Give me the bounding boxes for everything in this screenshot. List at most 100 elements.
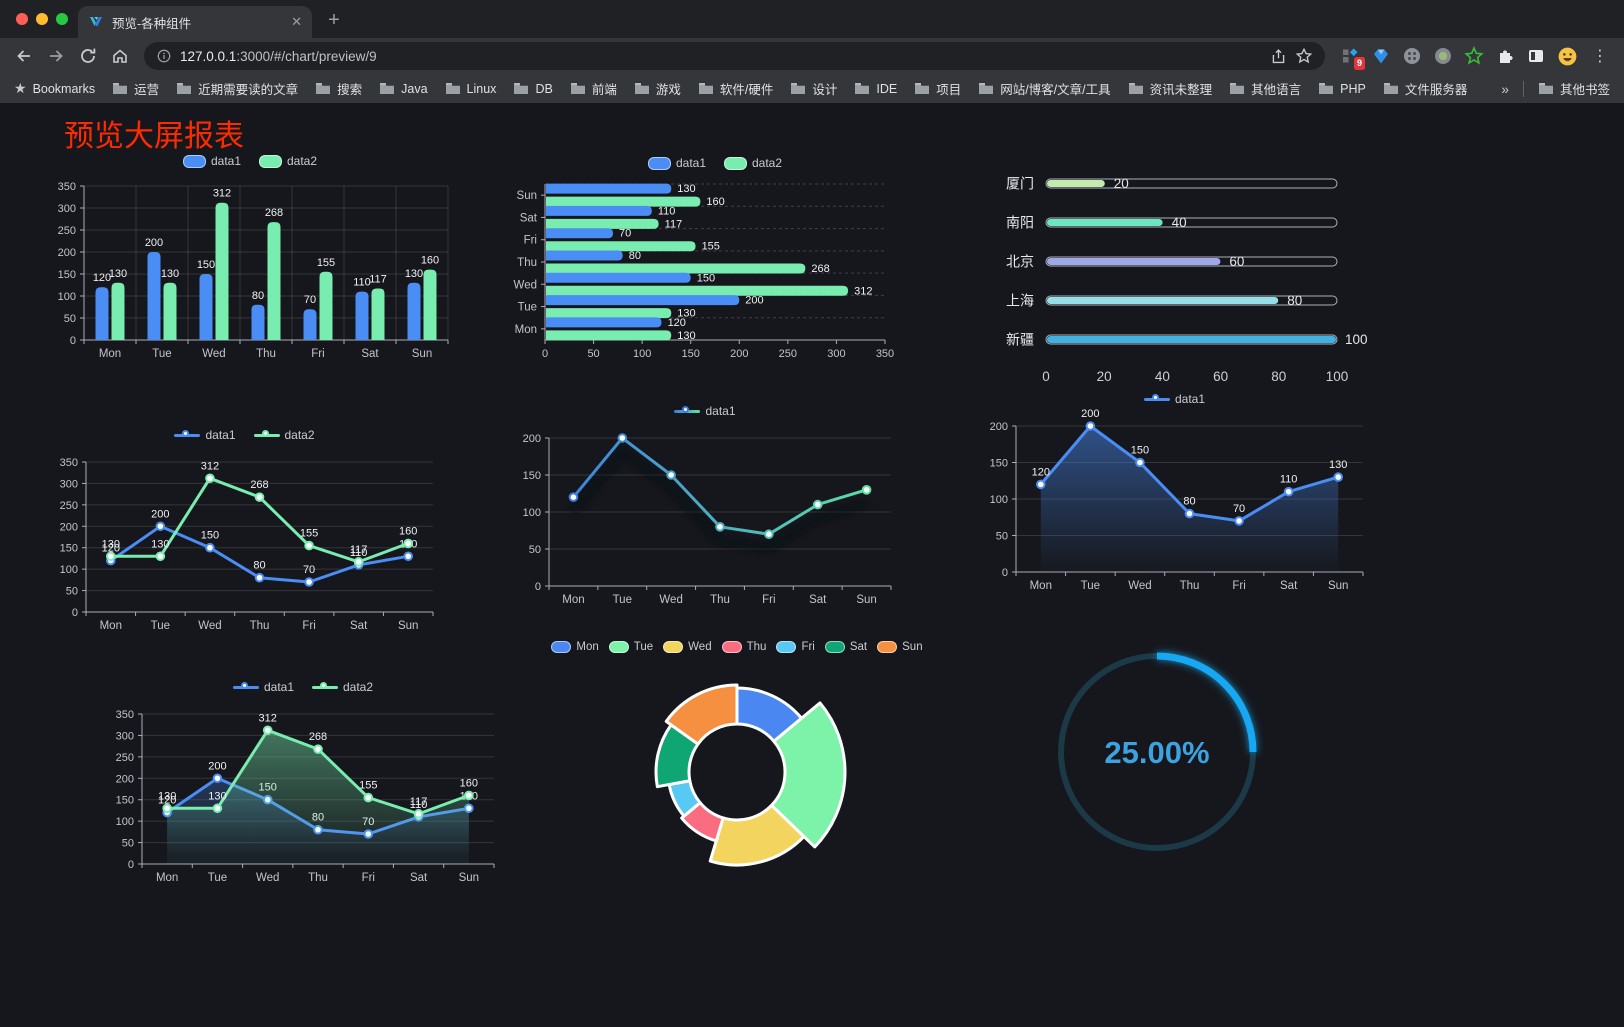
legend-item[interactable]: Fri xyxy=(776,641,815,653)
data-point xyxy=(304,577,314,587)
reload-button[interactable] xyxy=(74,42,102,70)
other-bookmarks[interactable]: 其他书签 xyxy=(1538,79,1610,98)
bookmarks-divider xyxy=(1522,80,1524,97)
back-button[interactable] xyxy=(10,42,38,70)
svg-text:Fri: Fri xyxy=(1232,580,1245,592)
bookmarks-overflow-chevron[interactable]: » xyxy=(1501,80,1509,97)
bar xyxy=(546,330,672,341)
svg-text:Sat: Sat xyxy=(361,348,379,360)
bar xyxy=(546,263,806,274)
extension-blocks-icon[interactable]: 9 xyxy=(1339,45,1365,70)
browser-menu-icon[interactable]: ⋮ xyxy=(1592,48,1608,65)
legend-item[interactable]: Mon xyxy=(551,641,599,653)
svg-text:Sat: Sat xyxy=(350,620,368,632)
data-point xyxy=(812,499,823,510)
bookmark-item[interactable]: 网站/博客/文章/工具 xyxy=(978,79,1111,98)
forward-button[interactable] xyxy=(42,42,70,70)
data-point xyxy=(1135,457,1145,468)
svg-text:150: 150 xyxy=(697,272,715,284)
browser-tab[interactable]: 预览-各种组件 ✕ xyxy=(78,6,312,38)
close-window-button[interactable] xyxy=(16,13,28,25)
legend-item[interactable]: Sun xyxy=(877,641,923,653)
site-info-icon[interactable] xyxy=(156,48,172,64)
back-icon xyxy=(17,50,30,62)
svg-text:120: 120 xyxy=(1032,466,1050,478)
legend-item[interactable]: data1 xyxy=(174,428,236,442)
emoji-extension-icon[interactable] xyxy=(1556,45,1578,67)
data-point xyxy=(1035,479,1046,490)
side-panel-icon[interactable] xyxy=(1525,45,1547,67)
legend-item[interactable]: data1 xyxy=(182,154,241,168)
bookmark-item[interactable]: 其他语言 xyxy=(1229,79,1301,98)
legend-item[interactable]: data2 xyxy=(312,680,373,694)
svg-text:20: 20 xyxy=(1097,369,1112,384)
svg-text:110: 110 xyxy=(658,205,676,217)
bookmark-item[interactable]: DB xyxy=(513,82,553,96)
bookmark-star-icon[interactable] xyxy=(1295,47,1313,65)
svg-text:300: 300 xyxy=(58,203,76,215)
bar xyxy=(546,272,691,283)
svg-text:0: 0 xyxy=(128,859,134,871)
legend-item[interactable]: Thu xyxy=(721,641,766,653)
svg-text:312: 312 xyxy=(259,712,277,724)
svg-text:200: 200 xyxy=(151,508,169,520)
bookmark-item[interactable]: 项目 xyxy=(914,79,961,98)
extension-gem-icon[interactable] xyxy=(1370,45,1392,67)
bookmark-item[interactable]: Java xyxy=(379,82,428,96)
svg-text:Mon: Mon xyxy=(100,620,122,632)
maximize-window-button[interactable] xyxy=(56,13,68,25)
bar xyxy=(147,252,161,340)
svg-text:50: 50 xyxy=(529,544,541,556)
minimize-window-button[interactable] xyxy=(36,13,48,25)
legend-item[interactable]: data2 xyxy=(253,428,315,442)
bookmarks-root[interactable]: ★ Bookmarks xyxy=(14,80,96,96)
bookmark-item[interactable]: 文件服务器 xyxy=(1383,79,1467,98)
bookmark-item[interactable]: 搜索 xyxy=(315,79,362,98)
svg-text:50: 50 xyxy=(66,586,78,598)
extension-record-icon[interactable] xyxy=(1432,45,1454,67)
data-point xyxy=(212,773,223,784)
svg-text:250: 250 xyxy=(116,752,134,764)
new-tab-button[interactable]: + xyxy=(328,8,340,31)
bookmark-item[interactable]: 运营 xyxy=(112,79,159,98)
legend-item[interactable]: data2 xyxy=(259,154,317,168)
svg-text:268: 268 xyxy=(265,207,283,219)
svg-text:40: 40 xyxy=(1172,215,1187,230)
legend-item[interactable]: data1 xyxy=(232,680,294,694)
bookmark-item[interactable]: 资讯未整理 xyxy=(1128,79,1212,98)
bookmark-item[interactable]: 前端 xyxy=(570,79,617,98)
svg-text:Sat: Sat xyxy=(410,872,428,884)
bookmark-item[interactable]: IDE xyxy=(854,82,897,96)
svg-text:350: 350 xyxy=(116,709,134,721)
legend-item[interactable]: data1 xyxy=(647,156,706,170)
legend-item[interactable]: data1 xyxy=(1143,392,1205,406)
share-icon[interactable] xyxy=(1270,48,1287,65)
data-point xyxy=(715,522,725,532)
extension-green-star-icon[interactable] xyxy=(1463,45,1485,67)
chart-canvas xyxy=(654,683,847,867)
bookmark-item[interactable]: 近期需要读的文章 xyxy=(176,79,298,98)
legend-item[interactable]: data1 xyxy=(674,404,736,418)
bookmark-item[interactable]: 设计 xyxy=(790,79,837,98)
legend-item[interactable]: Sat xyxy=(824,641,867,653)
forward-icon xyxy=(50,50,63,62)
address-bar[interactable]: 127.0.0.1:3000/#/chart/preview/9 xyxy=(144,42,1325,70)
home-button[interactable] xyxy=(106,42,134,70)
legend-item[interactable]: data2 xyxy=(724,156,782,170)
extension-knobs-icon[interactable] xyxy=(1401,45,1423,67)
bookmark-item[interactable]: 游戏 xyxy=(634,79,681,98)
folder-icon xyxy=(855,83,870,94)
svg-text:200: 200 xyxy=(1081,408,1099,420)
tab-close-icon[interactable]: ✕ xyxy=(291,14,302,29)
chart-progress-list: 厦门 20 南阳 40 北京 60 上海 80 新疆 100 0 20 40 60 80 100 xyxy=(988,156,1383,385)
bookmark-item[interactable]: PHP xyxy=(1318,82,1366,96)
legend-item[interactable]: Tue xyxy=(608,641,653,653)
bookmark-item[interactable]: 软件/硬件 xyxy=(698,79,773,98)
chart-canvas: 厦门 20 南阳 40 北京 60 上海 80 新疆 100 0 20 40 60 80 100 xyxy=(1006,176,1368,385)
legend-item[interactable]: Wed xyxy=(663,641,712,653)
folder-icon xyxy=(177,83,192,94)
bookmark-item[interactable]: Linux xyxy=(445,82,496,96)
extension-puzzle-icon[interactable] xyxy=(1494,45,1516,67)
svg-text:110: 110 xyxy=(1280,474,1298,486)
svg-text:150: 150 xyxy=(201,530,219,542)
